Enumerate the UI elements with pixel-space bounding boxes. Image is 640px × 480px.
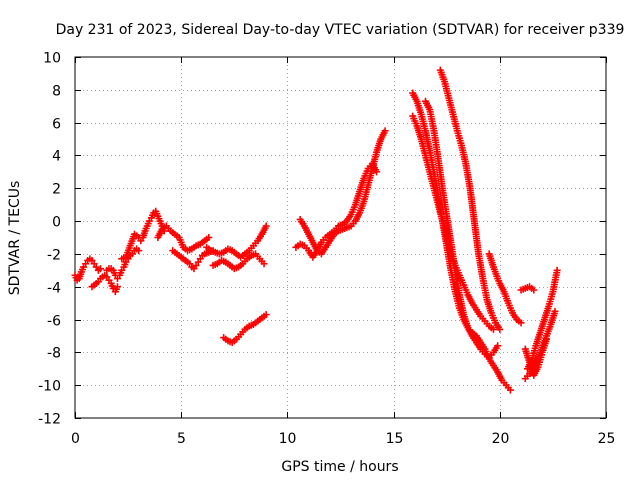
y-tick-label: 0	[52, 215, 61, 231]
y-axis-label: SDTVAR / TECUs	[7, 181, 23, 296]
grid-lines	[75, 57, 606, 418]
data-point-arc-1	[96, 265, 104, 273]
data-point-arc-12	[506, 386, 514, 394]
y-tick-label: 8	[52, 84, 61, 100]
data-point-arc-8	[260, 260, 268, 268]
y-tick-label: 2	[52, 182, 61, 198]
axis-ticks	[75, 57, 607, 419]
x-tick-label: 15	[386, 431, 404, 447]
y-tick-label: -10	[38, 379, 61, 395]
y-tick-label: 4	[52, 149, 61, 165]
x-tick-label: 0	[71, 431, 80, 447]
y-tick-labels: -12 -10 -8 -6 -4 -2 0 2 4 6 8 10	[38, 51, 61, 428]
data-point-arc-7	[262, 222, 270, 230]
data-point-arc-15	[489, 325, 497, 333]
x-tick-label: 5	[177, 431, 186, 447]
data-point-arc-2	[113, 283, 121, 291]
data-point-arc-18	[553, 266, 561, 274]
chart-title: Day 231 of 2023, Sidereal Day-to-day VTE…	[56, 22, 625, 38]
x-tick-label: 10	[279, 431, 297, 447]
x-tick-labels: 0 5 10 15 20 25	[71, 431, 615, 447]
data-point-arc-20	[530, 286, 538, 294]
y-tick-label: 6	[52, 117, 61, 133]
y-tick-label: -2	[47, 248, 61, 264]
plot-frame	[74, 56, 607, 419]
data-point-arc-13	[494, 342, 502, 350]
x-axis-label: GPS time / hours	[281, 459, 398, 475]
x-tick-label: 20	[492, 431, 510, 447]
data-points	[71, 66, 561, 394]
data-point-arc-5	[205, 234, 213, 241]
data-point-arc-14	[496, 325, 504, 333]
data-point-arc-19	[543, 335, 551, 343]
y-tick-label: -12	[38, 412, 61, 428]
data-point-arc-9	[262, 311, 270, 319]
data-point-arc-3	[135, 247, 143, 255]
x-tick-label: 25	[598, 431, 616, 447]
y-tick-label: -6	[47, 314, 61, 330]
data-point-arc-16	[517, 319, 525, 327]
y-tick-label: 10	[43, 51, 61, 67]
y-tick-label: -8	[47, 346, 61, 362]
data-point-arc-17	[551, 307, 559, 315]
data-point-arc-11	[373, 168, 381, 176]
y-tick-label: -4	[47, 281, 61, 297]
data-point-arc-10	[381, 127, 389, 135]
